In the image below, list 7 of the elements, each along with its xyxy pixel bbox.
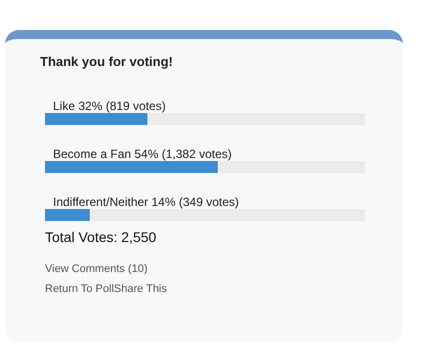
text: View Comments (10) xyxy=(45,263,148,275)
data-label: Like 32% (819 votes) xyxy=(53,99,166,113)
data-label: Indifferent/Neither 14% (349 votes) xyxy=(53,195,239,209)
annotation: Total Votes: 2,550 xyxy=(45,229,156,245)
chart-title: Thank you for voting! xyxy=(40,54,173,69)
data-label: Become a Fan 54% (1,382 votes) xyxy=(53,147,232,161)
text: Return To PollShare This xyxy=(45,283,167,295)
